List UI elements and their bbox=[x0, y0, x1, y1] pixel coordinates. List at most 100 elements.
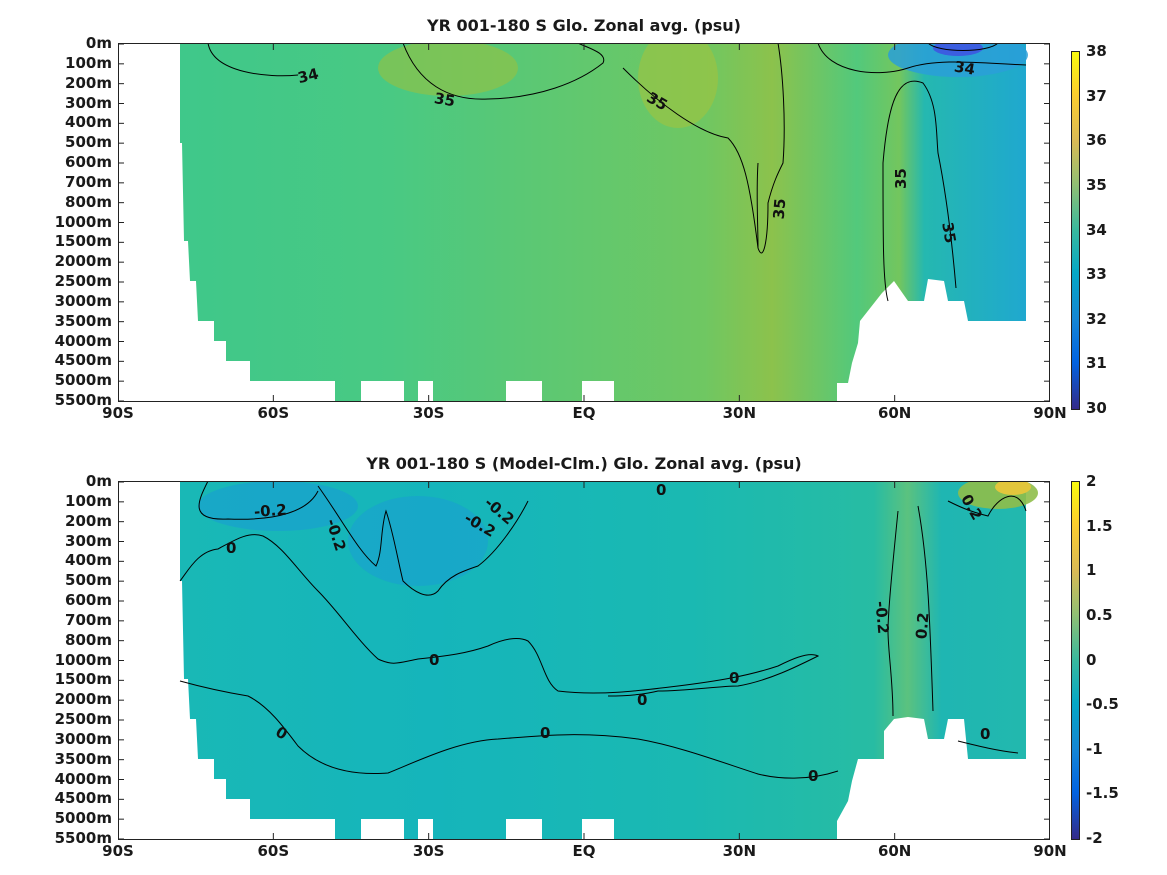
y-tick-label: 0m bbox=[85, 34, 112, 52]
bias-low-southern bbox=[198, 481, 358, 531]
y-tick-label: 3500m bbox=[54, 311, 112, 330]
y-tick-label: 700m bbox=[65, 610, 112, 629]
contour-label-0c: 0 bbox=[729, 669, 739, 687]
contour-label-0b: 0 bbox=[429, 651, 439, 669]
y-tick-label: 400m bbox=[65, 551, 112, 570]
colorbar-tick-label: 1.5 bbox=[1086, 516, 1113, 535]
colorbar-tick-label: 38 bbox=[1086, 42, 1107, 60]
contour-lines bbox=[179, 481, 1027, 779]
contour-label-34b: 34 bbox=[953, 57, 977, 78]
colorbar bbox=[1071, 51, 1080, 410]
axis-ticks bbox=[118, 481, 1050, 840]
colorbar-tick-label: 31 bbox=[1086, 354, 1107, 373]
colorbar-tick-label: 1 bbox=[1086, 561, 1097, 580]
contour-label-neg02e: -0.2 bbox=[872, 600, 893, 634]
y-tick-label: 2500m bbox=[54, 272, 112, 290]
contour-label-34a: 34 bbox=[296, 65, 321, 88]
contour-label-02a: 0.2 bbox=[912, 612, 932, 640]
y-tick-label: 3000m bbox=[54, 729, 112, 748]
colorbar-tick-label: -1.5 bbox=[1086, 784, 1119, 803]
colorbar-tick-label: 34 bbox=[1086, 220, 1107, 239]
salinity-high-south bbox=[378, 43, 518, 96]
y-tick-label: 4500m bbox=[54, 351, 112, 370]
colorbar-tick-label: 36 bbox=[1086, 131, 1107, 150]
heatmap-plot-salinity: 34 35 35 35 35 35 34 bbox=[118, 43, 1050, 402]
contour-label-0h: 0 bbox=[656, 481, 666, 499]
axis-ticks bbox=[118, 43, 1050, 402]
y-tick-label: 300m bbox=[65, 531, 112, 550]
colorbar-tick-label: -0.5 bbox=[1086, 695, 1119, 714]
y-tick-label: 2000m bbox=[54, 690, 112, 709]
x-axis-labels: 90S 60S 30S EQ 30N 60N 90N bbox=[102, 842, 1067, 862]
y-tick-label: 200m bbox=[65, 73, 112, 92]
x-tick-label: 60N bbox=[877, 842, 912, 860]
y-tick-label: 3000m bbox=[54, 291, 112, 310]
x-tick-label: 60S bbox=[257, 842, 290, 860]
y-tick-label: 5000m bbox=[54, 371, 112, 390]
x-tick-label: 60S bbox=[257, 404, 290, 422]
heatmap-plot-bias: -0.2 -0.2 -0.2 -0.2 0 0 0 0 0 0 0 0 -0.2… bbox=[118, 481, 1050, 840]
y-tick-label: 100m bbox=[65, 53, 112, 72]
contour-label-0a: 0 bbox=[226, 539, 236, 557]
salinity-low-arctic bbox=[888, 43, 1028, 77]
colorbar-tick-label: -1 bbox=[1086, 739, 1103, 758]
x-tick-label: 30N bbox=[722, 842, 757, 860]
x-tick-label: 90S bbox=[102, 404, 134, 422]
y-tick-label: 4500m bbox=[54, 789, 112, 808]
x-tick-label: 60N bbox=[877, 404, 912, 422]
y-tick-label: 600m bbox=[65, 591, 112, 609]
x-tick-label: EQ bbox=[572, 404, 596, 422]
y-tick-label: 2500m bbox=[54, 710, 112, 728]
y-axis-labels: 0m 100m 200m 300m 400m 500m 600m 700m 800m 1000m 1… bbox=[0, 36, 112, 408]
x-tick-label: 30S bbox=[412, 842, 445, 860]
colorbar-labels: 30 31 32 33 34 35 36 37 38 bbox=[1086, 44, 1136, 416]
y-tick-label: 5000m bbox=[54, 809, 112, 828]
y-tick-label: 2000m bbox=[54, 252, 112, 271]
contour-label-0d: 0 bbox=[637, 691, 647, 709]
colorbar-tick-label: 32 bbox=[1086, 309, 1107, 328]
colorbar-tick-label: 30 bbox=[1086, 399, 1107, 417]
x-tick-label: 30S bbox=[412, 404, 445, 422]
y-tick-label: 800m bbox=[65, 192, 112, 211]
y-tick-label: 400m bbox=[65, 113, 112, 132]
bias-low-subtropical bbox=[348, 496, 488, 586]
contour-label-neg02a: -0.2 bbox=[253, 501, 287, 521]
chart-title: YR 001-180 S Glo. Zonal avg. (psu) bbox=[427, 16, 741, 35]
contour-label-35a: 35 bbox=[433, 89, 457, 110]
y-tick-label: 0m bbox=[85, 472, 112, 490]
y-tick-label: 500m bbox=[65, 571, 112, 590]
chart-title: YR 001-180 S (Model-Clm.) Glo. Zonal avg… bbox=[366, 454, 802, 473]
y-tick-label: 800m bbox=[65, 630, 112, 649]
y-tick-label: 3500m bbox=[54, 749, 112, 768]
y-tick-label: 5500m bbox=[54, 391, 112, 409]
salinity-field bbox=[180, 43, 1026, 402]
colorbar-tick-label: 0 bbox=[1086, 650, 1097, 669]
contour-lines bbox=[207, 43, 1027, 302]
contour-label-0i: 0 bbox=[980, 725, 990, 743]
contour-label-35d: 35 bbox=[892, 168, 910, 189]
y-tick-label: 700m bbox=[65, 172, 112, 191]
x-tick-label: 90N bbox=[1033, 404, 1067, 422]
colorbar-tick-label: -2 bbox=[1086, 829, 1103, 847]
y-tick-label: 1000m bbox=[54, 650, 112, 669]
bias-max-arctic bbox=[995, 481, 1031, 495]
contour-label-35c: 35 bbox=[770, 198, 790, 220]
colorbar-tick-label: 0.5 bbox=[1086, 605, 1113, 624]
x-tick-label: EQ bbox=[572, 842, 596, 860]
x-tick-label: 90S bbox=[102, 842, 134, 860]
y-tick-label: 1000m bbox=[54, 212, 112, 231]
x-axis-labels: 90S 60S 30S EQ 30N 60N 90N bbox=[102, 404, 1067, 424]
y-tick-label: 1500m bbox=[54, 232, 112, 251]
y-tick-label: 500m bbox=[65, 133, 112, 152]
salinity-high-north bbox=[638, 43, 718, 128]
y-tick-label: 600m bbox=[65, 153, 112, 171]
y-tick-label: 4000m bbox=[54, 769, 112, 788]
contour-label-35e: 35 bbox=[938, 221, 959, 245]
y-axis-labels: 0m 100m 200m 300m 400m 500m 600m 700m 800m 1000m 1… bbox=[0, 474, 112, 846]
y-tick-label: 100m bbox=[65, 491, 112, 510]
colorbar-tick-label: 33 bbox=[1086, 265, 1107, 284]
salinity-min-arctic bbox=[933, 43, 983, 56]
contour-label-0e: 0 bbox=[540, 724, 550, 742]
colorbar bbox=[1071, 481, 1080, 840]
y-tick-label: 1500m bbox=[54, 670, 112, 689]
